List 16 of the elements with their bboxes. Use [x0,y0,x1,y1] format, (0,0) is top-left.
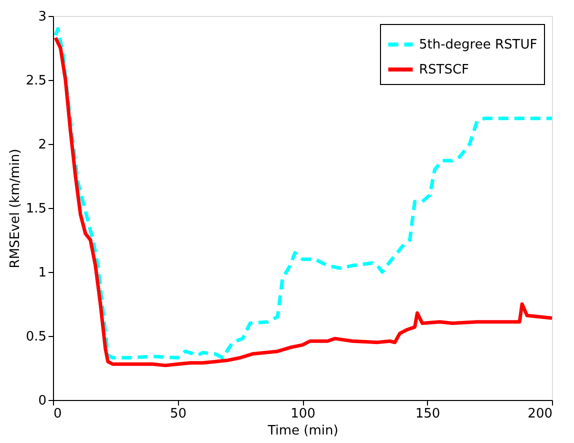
y-axis-title: RMSEvel (km/min) [8,148,23,268]
y-tick-label: 0.5 [26,330,46,344]
y-tick-label: 2 [38,138,46,152]
x-tick-label: 50 [170,406,187,422]
x-tick-label: 150 [415,406,440,422]
y-tick-label: 2.5 [26,74,46,88]
x-tick-label: 0 [54,406,62,422]
y-tick-label: 1 [38,266,46,280]
x-tick-label: 100 [290,406,316,422]
y-tick-label: 0 [38,394,46,408]
y-tick-label: 1.5 [26,202,46,216]
x-axis-title: Time (min) [266,424,338,438]
x-tick-label: 200 [528,406,552,422]
legend-label: RSTSCF [419,62,470,78]
legend-label: 5th-degree RSTUF [419,38,538,52]
y-tick-label: 3 [38,10,46,24]
